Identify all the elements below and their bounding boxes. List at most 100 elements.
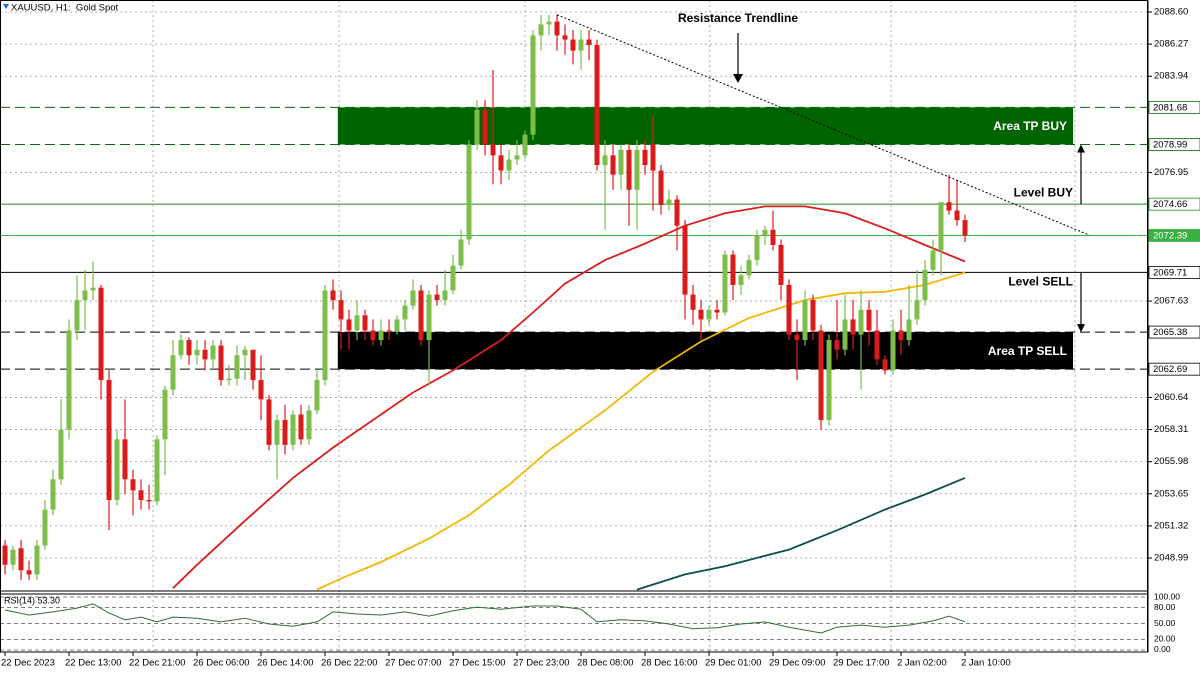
moving-average [172,205,966,589]
candle-body [706,309,712,320]
zone-layer: Area TP BUY Area TP SELL [337,107,1073,370]
candle-body [66,330,72,430]
x-tick-label: 29 Dec 09:00 [769,658,826,669]
candle-body [618,149,624,175]
candle-body [354,315,360,331]
candle-body [330,290,336,301]
candle-body [570,39,576,51]
candle-body [386,330,392,332]
x-tick-label: 2 Jan 10:00 [961,658,1011,669]
zone-label: Area TP BUY [993,119,1067,133]
candle-body [130,479,136,491]
arrow-head [733,74,743,83]
price-label-box [1148,100,1200,114]
candle-body [10,549,16,565]
candle-body [714,309,720,313]
candle-body [962,220,968,236]
candle-body [266,399,272,445]
candle-body [642,149,648,166]
y-tick-label: 2083.94 [1154,71,1188,82]
candle-body [482,109,488,145]
rsi-tick-label: 80.00 [1154,602,1176,612]
candle-body [634,149,640,190]
x-tick-label: 26 Dec 06:00 [193,658,250,669]
candle-body [946,202,952,211]
candle-body [194,349,200,356]
candle-body [210,345,216,360]
candle-body [338,300,344,320]
candle-body [122,439,128,480]
arrow-head [1077,324,1085,333]
candle-body [738,275,744,285]
candle-body [34,545,40,575]
y-tick-label: 2076.95 [1154,167,1188,178]
frame [0,0,1148,653]
candle-body [410,290,416,306]
x-tick-label: 22 Dec 13:00 [65,658,122,669]
price-label-box [1148,362,1200,376]
price-label: 2072.39 [1153,230,1187,241]
candle-body [282,420,288,445]
candle-body [610,155,616,175]
candle-body [178,340,184,356]
candle-body [522,134,528,156]
candle-layer [2,14,968,580]
rsi-tick-label: 100.00 [1154,591,1180,601]
price-label: 2081.68 [1153,102,1187,113]
candle-body [306,410,312,440]
candle-body [554,21,560,36]
candle-body [50,479,56,510]
candle-body [458,239,464,266]
note-layer: Resistance Trendline Level BUY Level SELL [556,11,1090,333]
candle-body [154,439,160,502]
candle-body [626,149,632,190]
candle-body [498,155,504,171]
candle-body [346,319,352,331]
candle-body [170,355,176,390]
x-tick-label: 28 Dec 08:00 [577,658,634,669]
price-label: 2062.69 [1153,364,1187,375]
candle-body [378,330,384,341]
candle-body [106,380,112,500]
candle-body [722,254,728,313]
candle-body [138,490,144,500]
candle-body [162,389,168,440]
candle-body [650,144,656,171]
y-tick-label: 2051.32 [1154,520,1188,531]
candle-body [442,290,448,301]
candle-body [2,545,8,565]
candle-body [258,380,264,400]
y-tick-label: 2060.64 [1154,392,1188,403]
y-tick-label: 2086.27 [1154,39,1188,50]
candle-body [690,294,696,310]
candle-body [858,309,864,335]
rsi-tick-label: 20.00 [1154,634,1176,644]
trendline-label: Resistance Trendline [678,11,798,25]
price-label-box [1148,325,1200,339]
candle-body [26,570,32,575]
candle-body [810,300,816,331]
candle-body [954,210,960,221]
y-tick-label: 2067.63 [1154,296,1188,307]
rsi-line [4,603,966,634]
y-tick-label: 2088.60 [1154,7,1188,18]
candle-body [882,359,888,371]
candle-body [450,265,456,291]
candle-body [322,290,328,381]
candle-body [890,330,896,371]
candle-body [474,109,480,145]
candle-body [146,499,152,502]
price-label: 2074.66 [1153,199,1187,210]
candle-body [18,548,24,571]
price-label-box [1148,265,1200,279]
candle-body [114,439,120,500]
candle-body [530,35,536,135]
candle-body [74,300,80,331]
candle-body [682,225,688,295]
candle-body [778,244,784,285]
candle-body [906,319,912,341]
candle-body [58,429,64,480]
candle-body [762,229,768,236]
